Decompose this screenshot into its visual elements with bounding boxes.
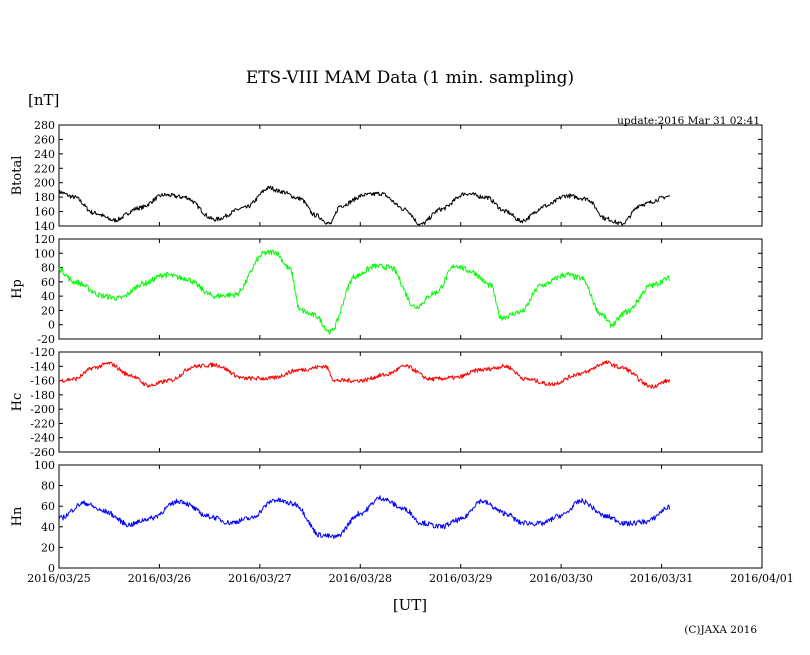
series-line-hn xyxy=(58,495,671,540)
y-tick-label: 0 xyxy=(48,562,55,575)
x-tick-label: 2016/03/27 xyxy=(228,572,291,585)
y-tick-label: -260 xyxy=(30,446,55,459)
y-tick-label: 20 xyxy=(41,541,55,554)
y-tick-label: 60 xyxy=(41,500,55,513)
series-line-hc xyxy=(58,360,671,389)
y-tick-label: 280 xyxy=(34,119,55,132)
x-tick-label: 2016/03/30 xyxy=(529,572,592,585)
y-tick-label: 100 xyxy=(34,459,55,472)
y-tick-label: 240 xyxy=(34,148,55,161)
y-tick-label: 80 xyxy=(41,262,55,275)
y-tick-label: 80 xyxy=(41,480,55,493)
x-tick-label: 2016/03/26 xyxy=(128,572,191,585)
x-axis-label: [UT] xyxy=(393,596,427,614)
y-tick-label: 180 xyxy=(34,191,55,204)
panel-frame xyxy=(58,238,763,340)
panels: 140160180200220240260280Btotal-200204060… xyxy=(10,119,763,575)
panel-frame xyxy=(58,464,763,569)
y-tick-label: 100 xyxy=(34,247,55,260)
y-tick-label: 200 xyxy=(34,177,55,190)
y-tick-label: -200 xyxy=(30,403,55,416)
panel-frame xyxy=(58,124,763,227)
panel-label: Hp xyxy=(10,279,25,299)
panel-hc: -260-240 -220-200-180-160 -140-120 Hc xyxy=(10,346,763,459)
update-timestamp: update:2016 Mar 31 02:41 xyxy=(617,115,760,127)
y-tick-label: 40 xyxy=(41,521,55,534)
copyright: (C)JAXA 2016 xyxy=(684,624,757,636)
panel-label: Hn xyxy=(10,506,25,526)
y-tick-label: -140 xyxy=(30,360,55,373)
x-tick-label: 2016/03/25 xyxy=(27,572,90,585)
y-tick-label: 60 xyxy=(41,276,55,289)
panel-hn: 0 20 40 60 80 100 Hn xyxy=(10,459,763,575)
series-line-btotal xyxy=(58,185,671,226)
y-tick-label: 120 xyxy=(34,233,55,246)
y-tick-label: -120 xyxy=(30,346,55,359)
series-line-hp xyxy=(58,249,671,336)
y-tick-label: 0 xyxy=(48,319,55,332)
y-tick-label: -240 xyxy=(30,432,55,445)
unit-label: [nT] xyxy=(28,91,59,109)
y-tick-label: 140 xyxy=(34,220,55,233)
y-tick-label: 160 xyxy=(34,206,55,219)
y-tick-label: -20 xyxy=(37,333,55,346)
y-tick-label: -160 xyxy=(30,375,55,388)
chart-title: ETS-VIII MAM Data (1 min. sampling) xyxy=(246,68,574,88)
panel-label: Hc xyxy=(10,393,25,412)
y-tick-label: 260 xyxy=(34,133,55,146)
y-tick-label: 220 xyxy=(34,162,55,175)
panel-frame xyxy=(58,351,763,453)
panel-label: Btotal xyxy=(10,156,25,196)
y-tick-label: 20 xyxy=(41,304,55,317)
y-tick-label: -220 xyxy=(30,417,55,430)
x-tick-label: 2016/04/01 xyxy=(730,572,793,585)
x-tick-label: 2016/03/31 xyxy=(630,572,693,585)
x-axis-ticks: 2016/03/25 2016/03/26 2016/03/27 2016/03/28… xyxy=(27,572,793,585)
y-tick-label: -180 xyxy=(30,389,55,402)
x-tick-label: 2016/03/29 xyxy=(429,572,492,585)
x-tick-label: 2016/03/28 xyxy=(329,572,392,585)
y-tick-label: 40 xyxy=(41,290,55,303)
